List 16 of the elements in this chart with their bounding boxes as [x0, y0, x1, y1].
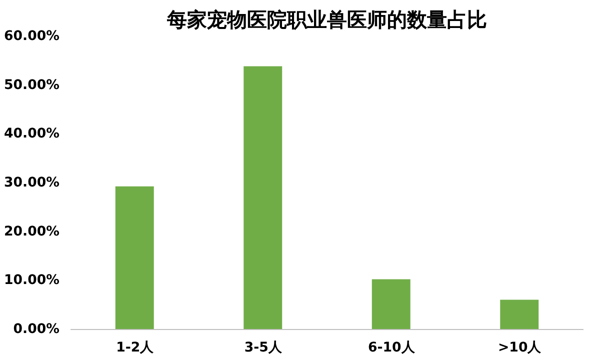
chart-title: 每家宠物医院职业兽医师的数量占比: [166, 8, 487, 32]
y-tick-label: 30.00%: [4, 176, 60, 190]
bar: [244, 66, 282, 330]
y-tick-label: 60.00%: [4, 29, 60, 44]
y-tick-label: 40.00%: [4, 126, 60, 142]
x-tick-label: 6-10人: [368, 340, 416, 356]
y-tick-label: 0.00%: [13, 322, 60, 337]
x-tick-label: >10人: [498, 340, 542, 356]
bar: [115, 186, 154, 330]
y-tick-label: 20.00%: [4, 224, 60, 240]
x-tick-label: 3-5人: [244, 340, 282, 356]
bar: [372, 279, 410, 330]
x-tick-label: 1-2人: [116, 340, 154, 356]
y-tick-label: 50.00%: [4, 78, 60, 93]
bar: [500, 300, 539, 330]
y-tick-label: 10.00%: [4, 273, 60, 288]
